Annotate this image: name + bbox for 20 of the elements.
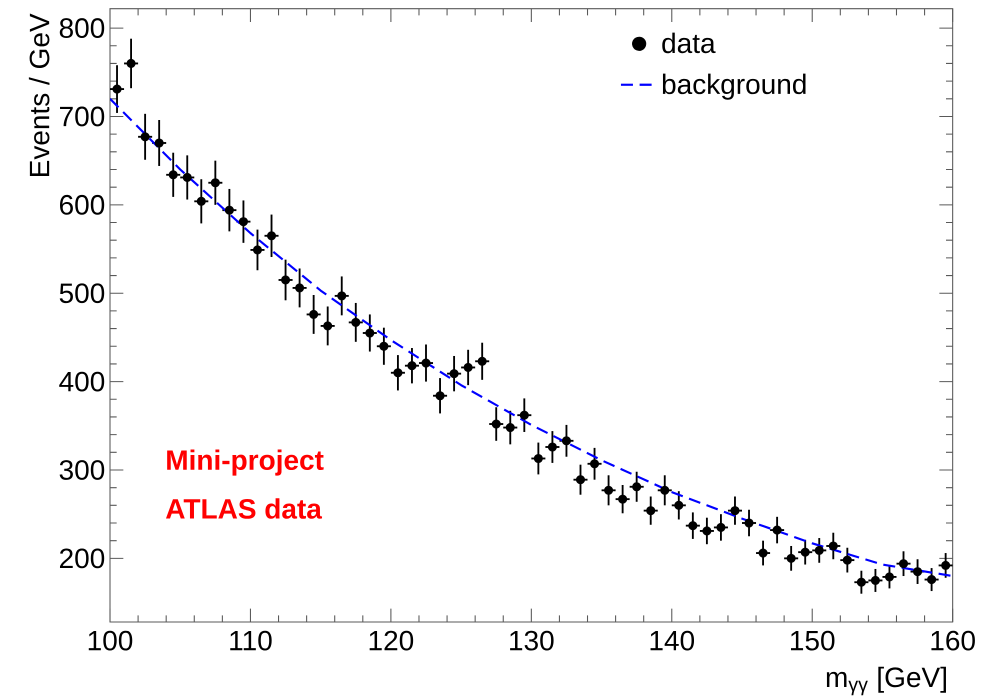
y-tick-label: 700 [60, 106, 104, 126]
x-tick-label: 160 [931, 630, 975, 651]
y-tick-label: 500 [60, 283, 104, 304]
x-tick-label: 100 [88, 630, 132, 651]
x-tick-label: 130 [510, 630, 554, 651]
annotation: ATLAS data [166, 498, 322, 519]
x-tick-label: 140 [650, 630, 694, 651]
x-axis-title: m$_{γγ}$ [GeV] [826, 666, 946, 696]
x-tick-label: 120 [370, 630, 414, 651]
y-tick-label: 300 [60, 460, 104, 480]
y-tick-label: 600 [60, 194, 104, 215]
y-tick-label: 400 [59, 372, 104, 392]
y-tick-label: 800 [60, 18, 104, 38]
x-tick-label: 150 [790, 630, 834, 651]
y-tick-label: 200 [60, 548, 104, 568]
legend-label: data [662, 32, 716, 54]
x-tick-label: 110 [230, 630, 272, 651]
y-axis-title: Events / GeV [28, 14, 50, 176]
legend-label: background [662, 74, 806, 100]
annotation: Mini-project [167, 449, 324, 476]
